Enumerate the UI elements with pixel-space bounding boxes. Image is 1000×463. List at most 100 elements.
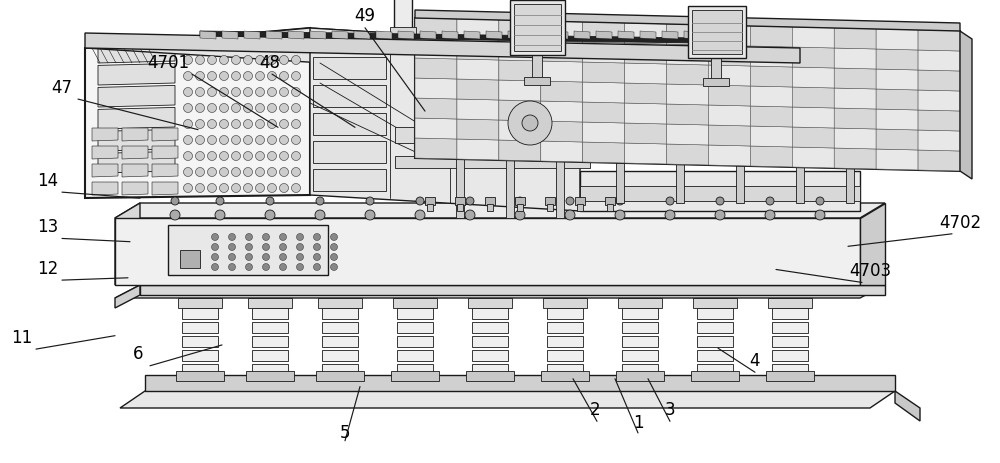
Polygon shape xyxy=(667,104,708,125)
Polygon shape xyxy=(415,118,457,139)
Circle shape xyxy=(196,88,205,96)
Polygon shape xyxy=(152,164,178,177)
Polygon shape xyxy=(200,31,216,39)
Circle shape xyxy=(715,210,725,220)
Circle shape xyxy=(280,233,287,240)
Circle shape xyxy=(296,244,304,250)
Circle shape xyxy=(208,151,216,161)
Polygon shape xyxy=(415,38,457,59)
Circle shape xyxy=(766,197,774,205)
Polygon shape xyxy=(415,10,960,31)
Bar xyxy=(495,111,575,133)
Polygon shape xyxy=(918,150,960,171)
Circle shape xyxy=(262,244,270,250)
Circle shape xyxy=(244,168,252,176)
Polygon shape xyxy=(310,31,326,39)
Circle shape xyxy=(212,254,218,261)
Polygon shape xyxy=(415,58,457,79)
Polygon shape xyxy=(415,98,457,119)
Polygon shape xyxy=(222,31,238,39)
Bar xyxy=(397,336,433,347)
Circle shape xyxy=(246,233,252,240)
Polygon shape xyxy=(152,128,178,141)
Circle shape xyxy=(184,151,192,161)
Polygon shape xyxy=(895,391,920,421)
Polygon shape xyxy=(486,31,502,39)
Bar xyxy=(793,118,807,125)
Polygon shape xyxy=(122,128,148,141)
Bar xyxy=(532,55,542,80)
Circle shape xyxy=(256,71,264,81)
Circle shape xyxy=(208,104,216,113)
Circle shape xyxy=(280,104,288,113)
Bar xyxy=(736,123,744,203)
Polygon shape xyxy=(667,24,708,45)
Bar xyxy=(796,123,804,203)
Bar xyxy=(395,127,590,143)
Circle shape xyxy=(256,88,264,96)
Polygon shape xyxy=(708,25,750,46)
Circle shape xyxy=(280,56,288,64)
Circle shape xyxy=(280,244,287,250)
Circle shape xyxy=(296,233,304,240)
Text: 2: 2 xyxy=(590,401,600,419)
Polygon shape xyxy=(876,69,918,90)
Polygon shape xyxy=(115,285,885,298)
Polygon shape xyxy=(708,45,750,66)
Polygon shape xyxy=(499,140,541,161)
Circle shape xyxy=(256,168,264,176)
Circle shape xyxy=(220,168,228,176)
Circle shape xyxy=(268,136,276,144)
Polygon shape xyxy=(457,139,499,160)
Polygon shape xyxy=(541,121,583,142)
Bar xyxy=(514,4,561,51)
Bar xyxy=(733,118,747,125)
Circle shape xyxy=(244,136,252,144)
Circle shape xyxy=(268,119,276,129)
Polygon shape xyxy=(115,203,885,218)
Polygon shape xyxy=(750,26,792,47)
Text: 13: 13 xyxy=(37,218,59,236)
Bar xyxy=(168,225,328,275)
Polygon shape xyxy=(792,87,834,108)
Polygon shape xyxy=(876,49,918,70)
Circle shape xyxy=(220,56,228,64)
Circle shape xyxy=(208,119,216,129)
Polygon shape xyxy=(92,146,118,159)
Circle shape xyxy=(314,233,320,240)
Bar xyxy=(472,336,508,347)
Circle shape xyxy=(465,210,475,220)
Polygon shape xyxy=(708,105,750,126)
Polygon shape xyxy=(792,107,834,128)
Polygon shape xyxy=(625,143,667,164)
Polygon shape xyxy=(667,44,708,65)
Polygon shape xyxy=(98,85,175,107)
Circle shape xyxy=(292,183,300,193)
Polygon shape xyxy=(876,149,918,170)
Bar xyxy=(506,153,514,218)
Polygon shape xyxy=(860,203,885,285)
Bar xyxy=(313,113,386,135)
Polygon shape xyxy=(708,145,750,166)
Polygon shape xyxy=(918,130,960,151)
Circle shape xyxy=(184,56,192,64)
Bar xyxy=(613,118,627,125)
Circle shape xyxy=(296,254,304,261)
Bar xyxy=(688,6,746,58)
Text: 12: 12 xyxy=(37,260,59,278)
Polygon shape xyxy=(415,18,457,39)
Bar xyxy=(472,350,508,361)
Bar xyxy=(772,350,808,361)
Bar xyxy=(846,123,854,203)
Circle shape xyxy=(256,104,264,113)
Text: 6: 6 xyxy=(133,345,143,363)
Circle shape xyxy=(268,151,276,161)
Circle shape xyxy=(220,183,228,193)
Circle shape xyxy=(515,210,525,220)
Polygon shape xyxy=(583,82,625,103)
Bar xyxy=(607,204,613,211)
Text: 49: 49 xyxy=(354,7,376,25)
Polygon shape xyxy=(288,31,304,39)
Polygon shape xyxy=(266,31,282,39)
Polygon shape xyxy=(457,59,499,80)
